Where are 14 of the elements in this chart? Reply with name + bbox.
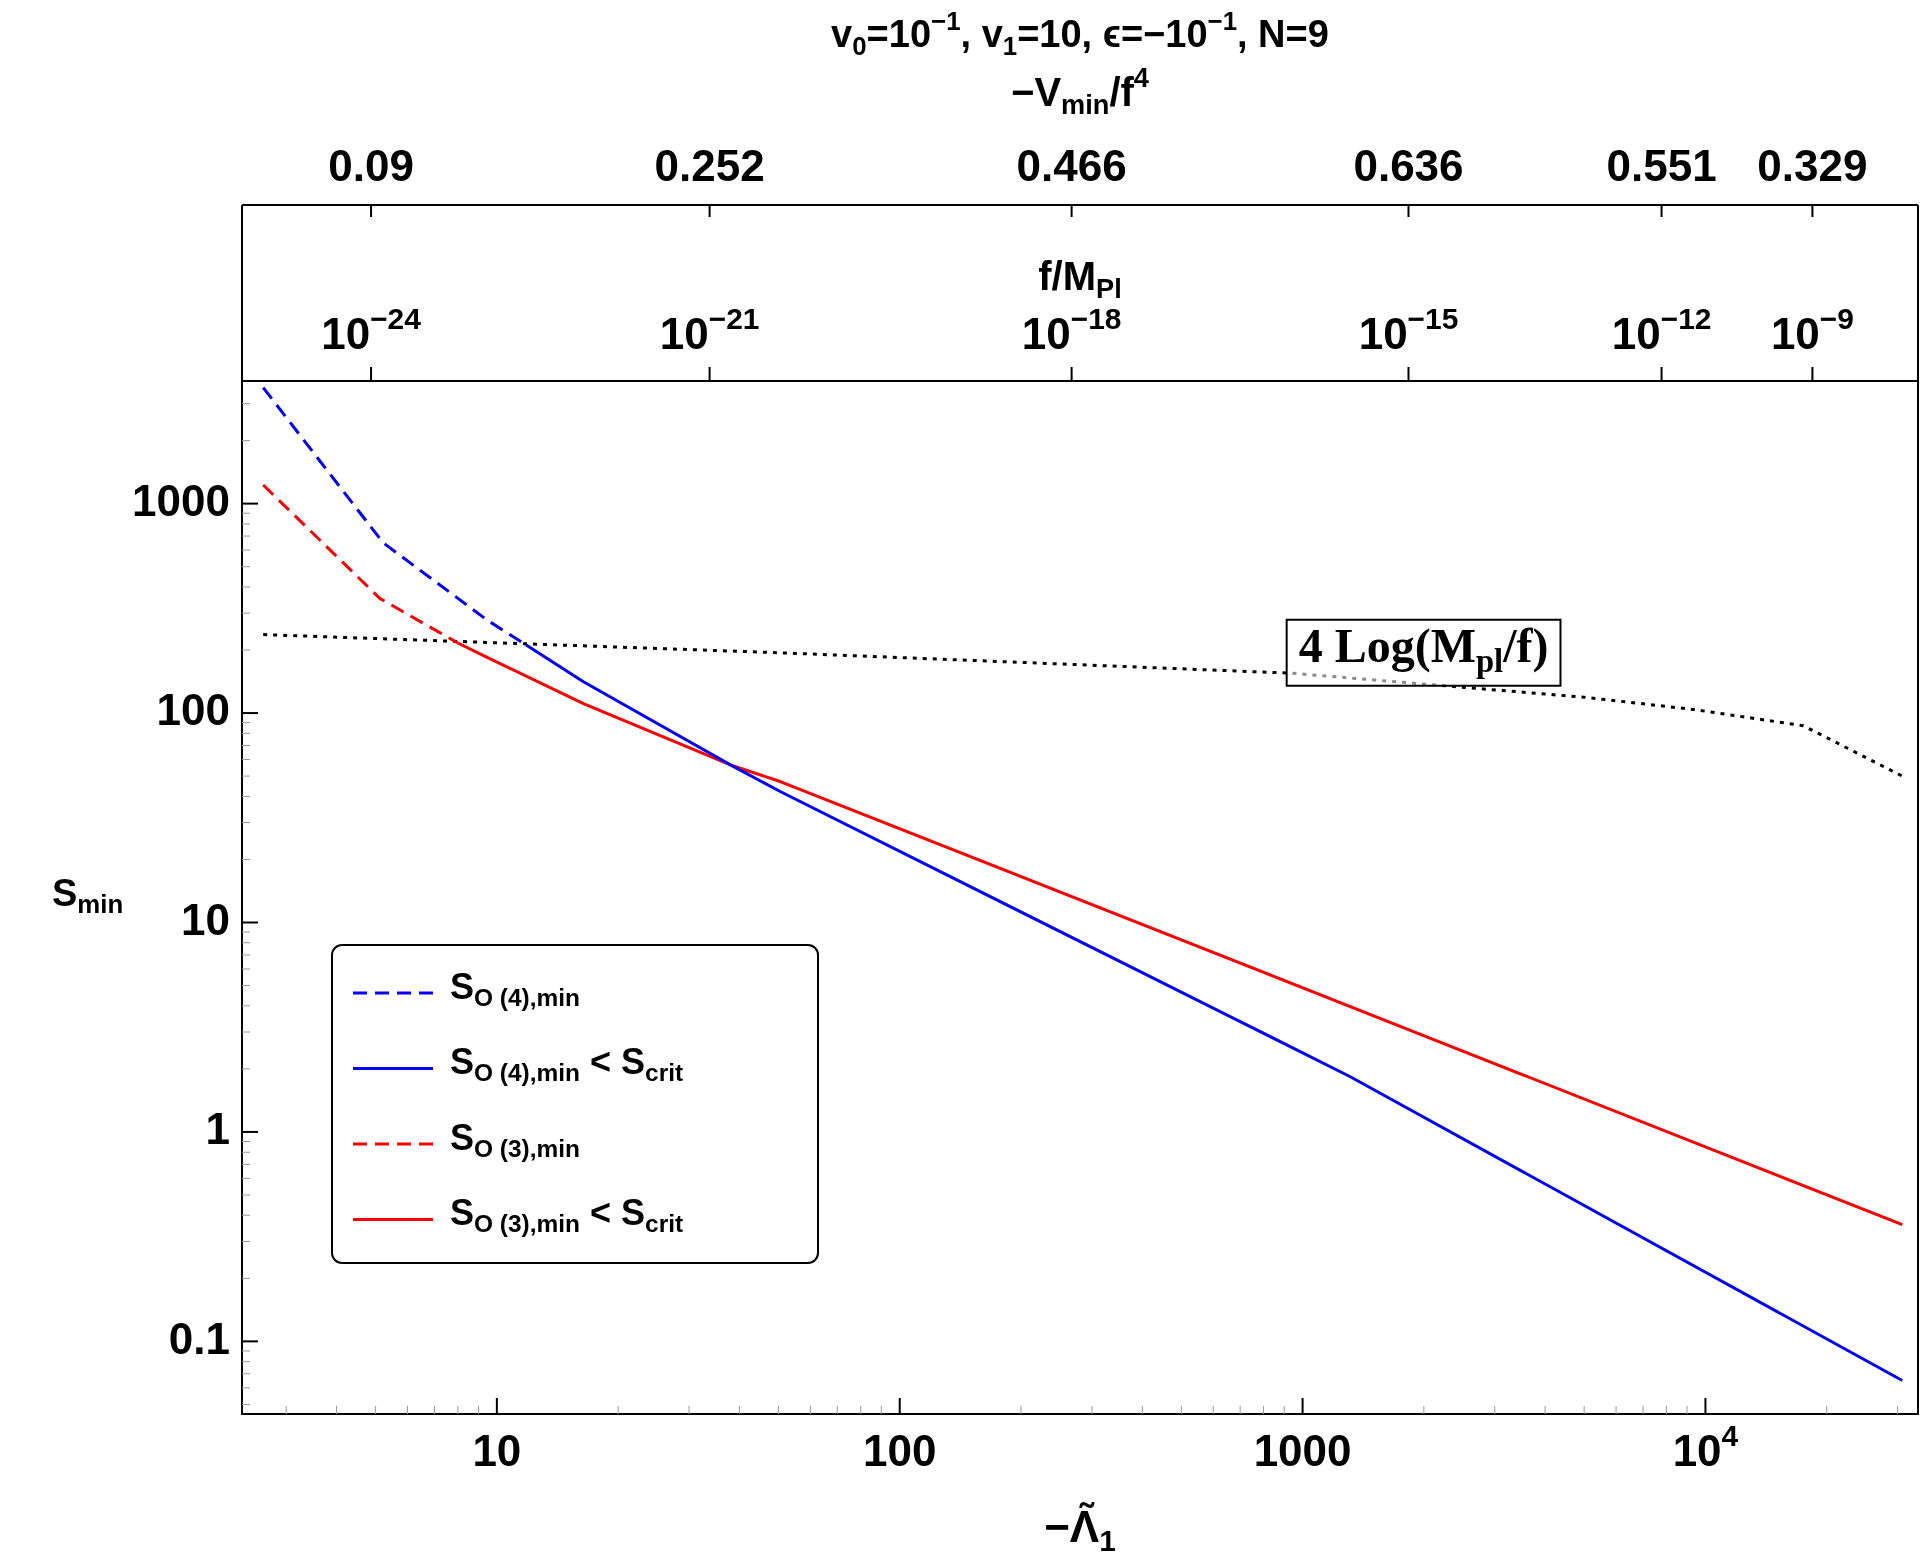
x-tick-label: 10 [472, 1426, 522, 1476]
text: 0.252 [654, 141, 765, 191]
x-tick-label: 1000 [1253, 1426, 1352, 1476]
text: 0.636 [1353, 141, 1464, 191]
y-tick-label: 1000 [132, 475, 231, 525]
y-tick-label: 100 [156, 685, 231, 735]
x-tick-label: 100 [863, 1426, 937, 1476]
text: 0.09 [328, 141, 414, 191]
text: 0.551 [1606, 141, 1717, 191]
y-tick-label: 10 [181, 894, 231, 944]
y-tick-label: 1 [205, 1104, 231, 1154]
y-tick-label: 0.1 [168, 1313, 231, 1363]
text: 0.466 [1016, 141, 1127, 191]
text: 0.329 [1757, 141, 1868, 191]
